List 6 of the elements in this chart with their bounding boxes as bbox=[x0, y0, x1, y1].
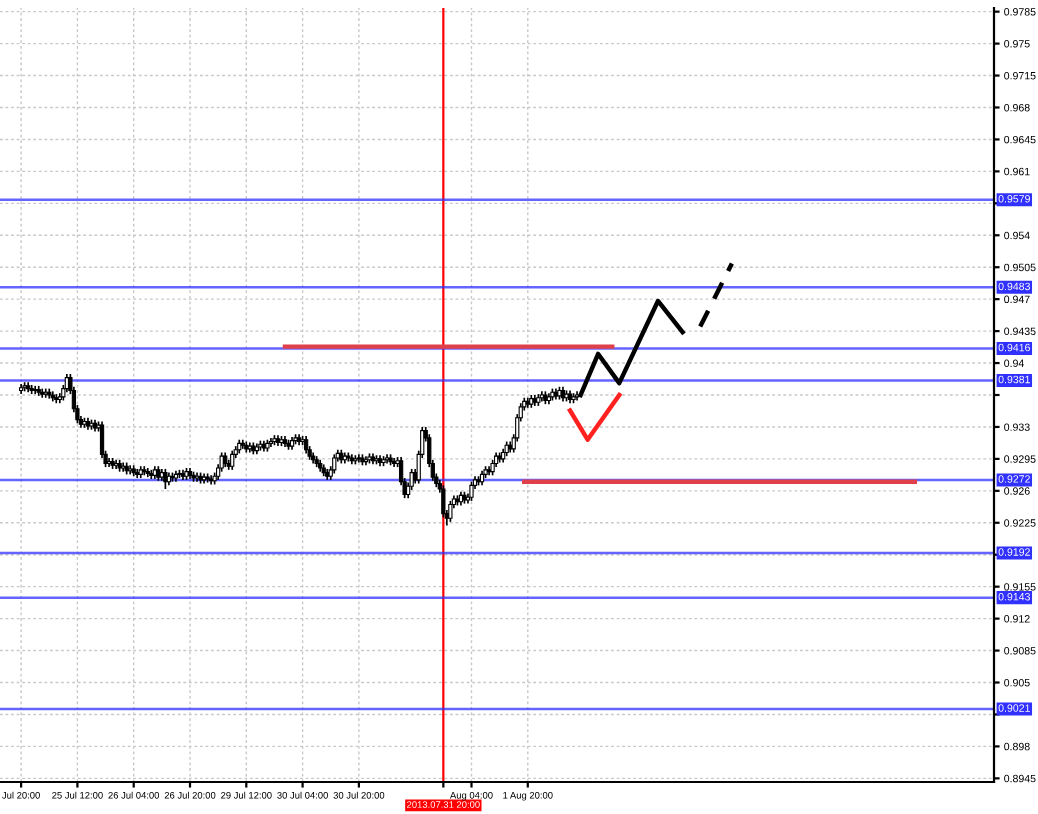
line-series bbox=[578, 298, 685, 398]
candlestick bbox=[332, 453, 337, 475]
candlestick bbox=[441, 484, 446, 519]
candlestick bbox=[219, 451, 224, 473]
candlestick bbox=[230, 449, 235, 471]
candlestick bbox=[469, 480, 474, 502]
